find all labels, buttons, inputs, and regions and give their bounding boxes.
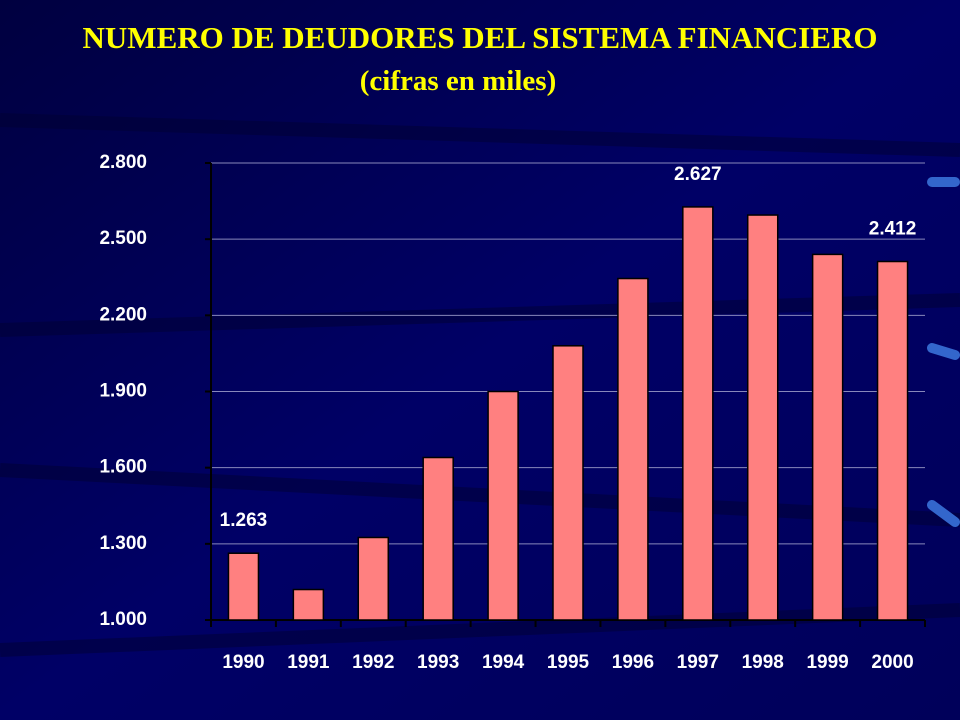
bar (552, 345, 584, 621)
x-tick-label: 1996 (612, 652, 654, 673)
x-tick-label: 1994 (482, 652, 525, 673)
x-tick-label: 1997 (677, 652, 719, 673)
y-tick-label: 1.300 (99, 533, 147, 554)
x-tick-label: 1998 (742, 652, 784, 673)
decor-ticks (927, 177, 960, 527)
x-tick-label: 1999 (806, 652, 848, 673)
bar (357, 536, 390, 621)
bar (811, 253, 844, 621)
x-tick-label: 1991 (287, 652, 330, 673)
y-tick-label: 2.500 (99, 228, 147, 249)
value-label: 2.627 (674, 164, 722, 185)
y-tick-label: 2.200 (99, 304, 147, 325)
bar (876, 260, 909, 621)
chart-subtitle: (cifras en miles) (360, 65, 557, 97)
x-tick-label: 1993 (417, 652, 459, 673)
x-tick-label: 2000 (871, 652, 913, 673)
y-tick-label: 1.600 (99, 457, 147, 478)
x-tick-label: 1990 (222, 652, 264, 673)
bar (746, 214, 779, 621)
bar (422, 456, 454, 621)
value-label: 2.412 (869, 219, 917, 240)
x-tick-label: 1995 (547, 652, 590, 673)
bar (682, 206, 714, 621)
y-tick-label: 1.000 (99, 609, 147, 630)
bar (292, 588, 325, 621)
y-tick-label: 1.900 (99, 381, 147, 402)
chart-title: NUMERO DE DEUDORES DEL SISTEMA FINANCIER… (83, 20, 878, 55)
bar (617, 277, 649, 621)
bar (227, 552, 260, 621)
bar (487, 390, 519, 621)
y-tick-label: 2.800 (99, 152, 147, 173)
x-tick-label: 1992 (352, 652, 394, 673)
value-label: 1.263 (220, 510, 268, 531)
